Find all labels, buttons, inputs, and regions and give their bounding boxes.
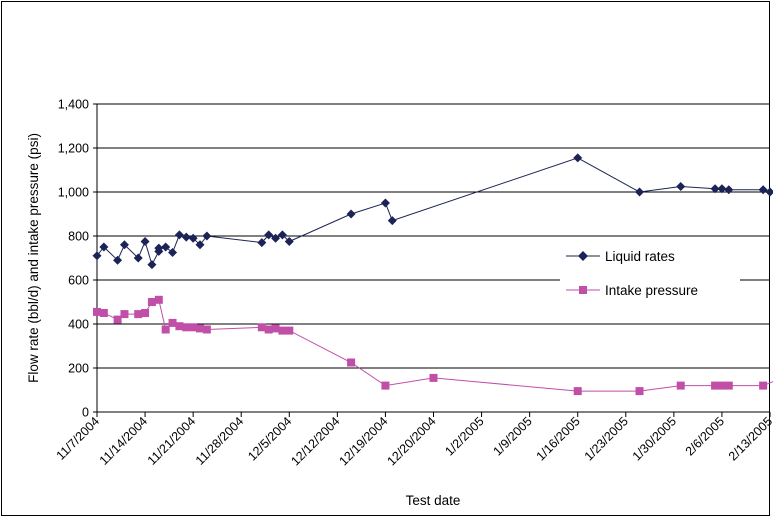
data-point: [717, 381, 726, 390]
data-point: [717, 184, 727, 194]
data-point: [174, 230, 184, 240]
data-point: [724, 185, 734, 195]
series-intake-pressure: [93, 295, 773, 396]
data-point: [113, 255, 123, 265]
legend-label-intake-pressure: Intake pressure: [605, 283, 698, 298]
data-point: [134, 310, 143, 319]
x-tick-label: 2/6/2005: [683, 414, 727, 458]
x-axis-title: Test date: [406, 493, 461, 508]
data-point: [154, 295, 163, 304]
data-point: [381, 381, 390, 390]
data-point: [202, 325, 211, 334]
data-point: [676, 381, 685, 390]
data-point: [161, 325, 170, 334]
data-point: [92, 251, 102, 261]
legend-marker-square: [579, 286, 587, 294]
data-point: [147, 260, 157, 270]
data-point: [573, 153, 583, 163]
data-point: [284, 237, 294, 246]
data-point: [429, 373, 438, 382]
data-point: [202, 231, 212, 241]
data-point: [195, 240, 205, 250]
data-point: [724, 381, 733, 390]
x-tick-label: 1/16/2005: [534, 414, 583, 463]
data-point: [347, 358, 356, 367]
data-point: [635, 387, 644, 396]
x-tick-label: 2/13/2005: [726, 414, 773, 463]
data-point: [264, 230, 274, 240]
data-point: [189, 323, 198, 332]
legend-background: [560, 244, 740, 306]
x-tick-label: 1/23/2005: [582, 414, 631, 463]
data-point: [182, 323, 191, 332]
data-point: [711, 381, 720, 390]
data-point: [99, 242, 109, 252]
y-tick-label: 1,000: [58, 186, 89, 200]
x-tick-label: 1/9/2005: [490, 414, 534, 458]
data-point: [257, 323, 266, 332]
data-point: [710, 184, 720, 194]
legend-label-liquid-rates: Liquid rates: [605, 249, 675, 264]
data-point: [380, 198, 390, 208]
data-point: [99, 309, 108, 317]
data-point: [676, 182, 686, 191]
data-point: [113, 315, 122, 324]
y-tick-labels: 0 200 400 600 800 1,000 1,200 1,400: [58, 98, 89, 420]
x-tick-label: 12/5/2004: [245, 414, 294, 463]
y-tick-label: 400: [68, 318, 89, 332]
data-point: [168, 248, 178, 257]
data-point: [573, 387, 582, 396]
series-liquid-rates: [92, 153, 773, 270]
data-point: [181, 232, 191, 242]
data-point: [635, 187, 645, 197]
y-axis-title: Flow rate (bbl/d) and intake pressure (p…: [26, 133, 41, 383]
data-point: [93, 307, 101, 316]
data-point: [141, 309, 150, 317]
data-point: [175, 322, 184, 331]
data-point: [133, 253, 143, 263]
data-point: [271, 324, 280, 333]
data-point: [147, 298, 156, 306]
legend: Liquid rates Intake pressure: [560, 244, 740, 306]
y-tick-label: 800: [68, 230, 89, 244]
data-point: [168, 318, 177, 327]
x-tick-label: 11/7/2004: [54, 414, 103, 463]
data-point: [120, 310, 129, 319]
series-layer: [92, 153, 773, 396]
data-point: [765, 187, 773, 197]
data-point: [196, 324, 205, 333]
y-tick-label: 200: [68, 362, 89, 376]
data-point: [758, 185, 768, 195]
data-point: [271, 233, 281, 243]
data-point: [154, 243, 164, 253]
data-point: [759, 381, 768, 390]
x-tick-label: 12/12/2004: [288, 414, 342, 468]
data-point: [346, 209, 356, 219]
y-tick-label: 600: [68, 274, 89, 288]
data-point: [161, 242, 171, 252]
data-point: [119, 240, 129, 250]
x-tick-label: 12/20/2004: [384, 414, 438, 468]
x-tick-labels: 11/7/200411/14/200411/21/200411/28/20041…: [54, 414, 773, 468]
series-line: [96, 157, 771, 266]
x-tick-label: 1/30/2005: [630, 414, 679, 463]
x-tick-label: 11/21/2004: [145, 414, 199, 468]
data-point: [188, 233, 198, 243]
data-point: [285, 326, 294, 335]
y-tick-label: 0: [82, 406, 89, 420]
data-point: [277, 230, 287, 240]
x-tick-label: 1/2/2005: [442, 414, 486, 458]
y-tick-label: 1,200: [58, 142, 89, 156]
x-tick-label: 11/14/2004: [97, 414, 151, 468]
y-tick-label: 1,400: [58, 98, 89, 112]
x-tick-label: 11/28/2004: [193, 414, 247, 468]
data-point: [264, 325, 273, 334]
x-tick-label: 12/19/2004: [336, 414, 390, 468]
data-point: [387, 216, 397, 226]
data-point: [278, 326, 287, 335]
data-point: [140, 237, 150, 246]
data-point: [257, 238, 267, 248]
legend-marker-diamond: [578, 251, 588, 261]
